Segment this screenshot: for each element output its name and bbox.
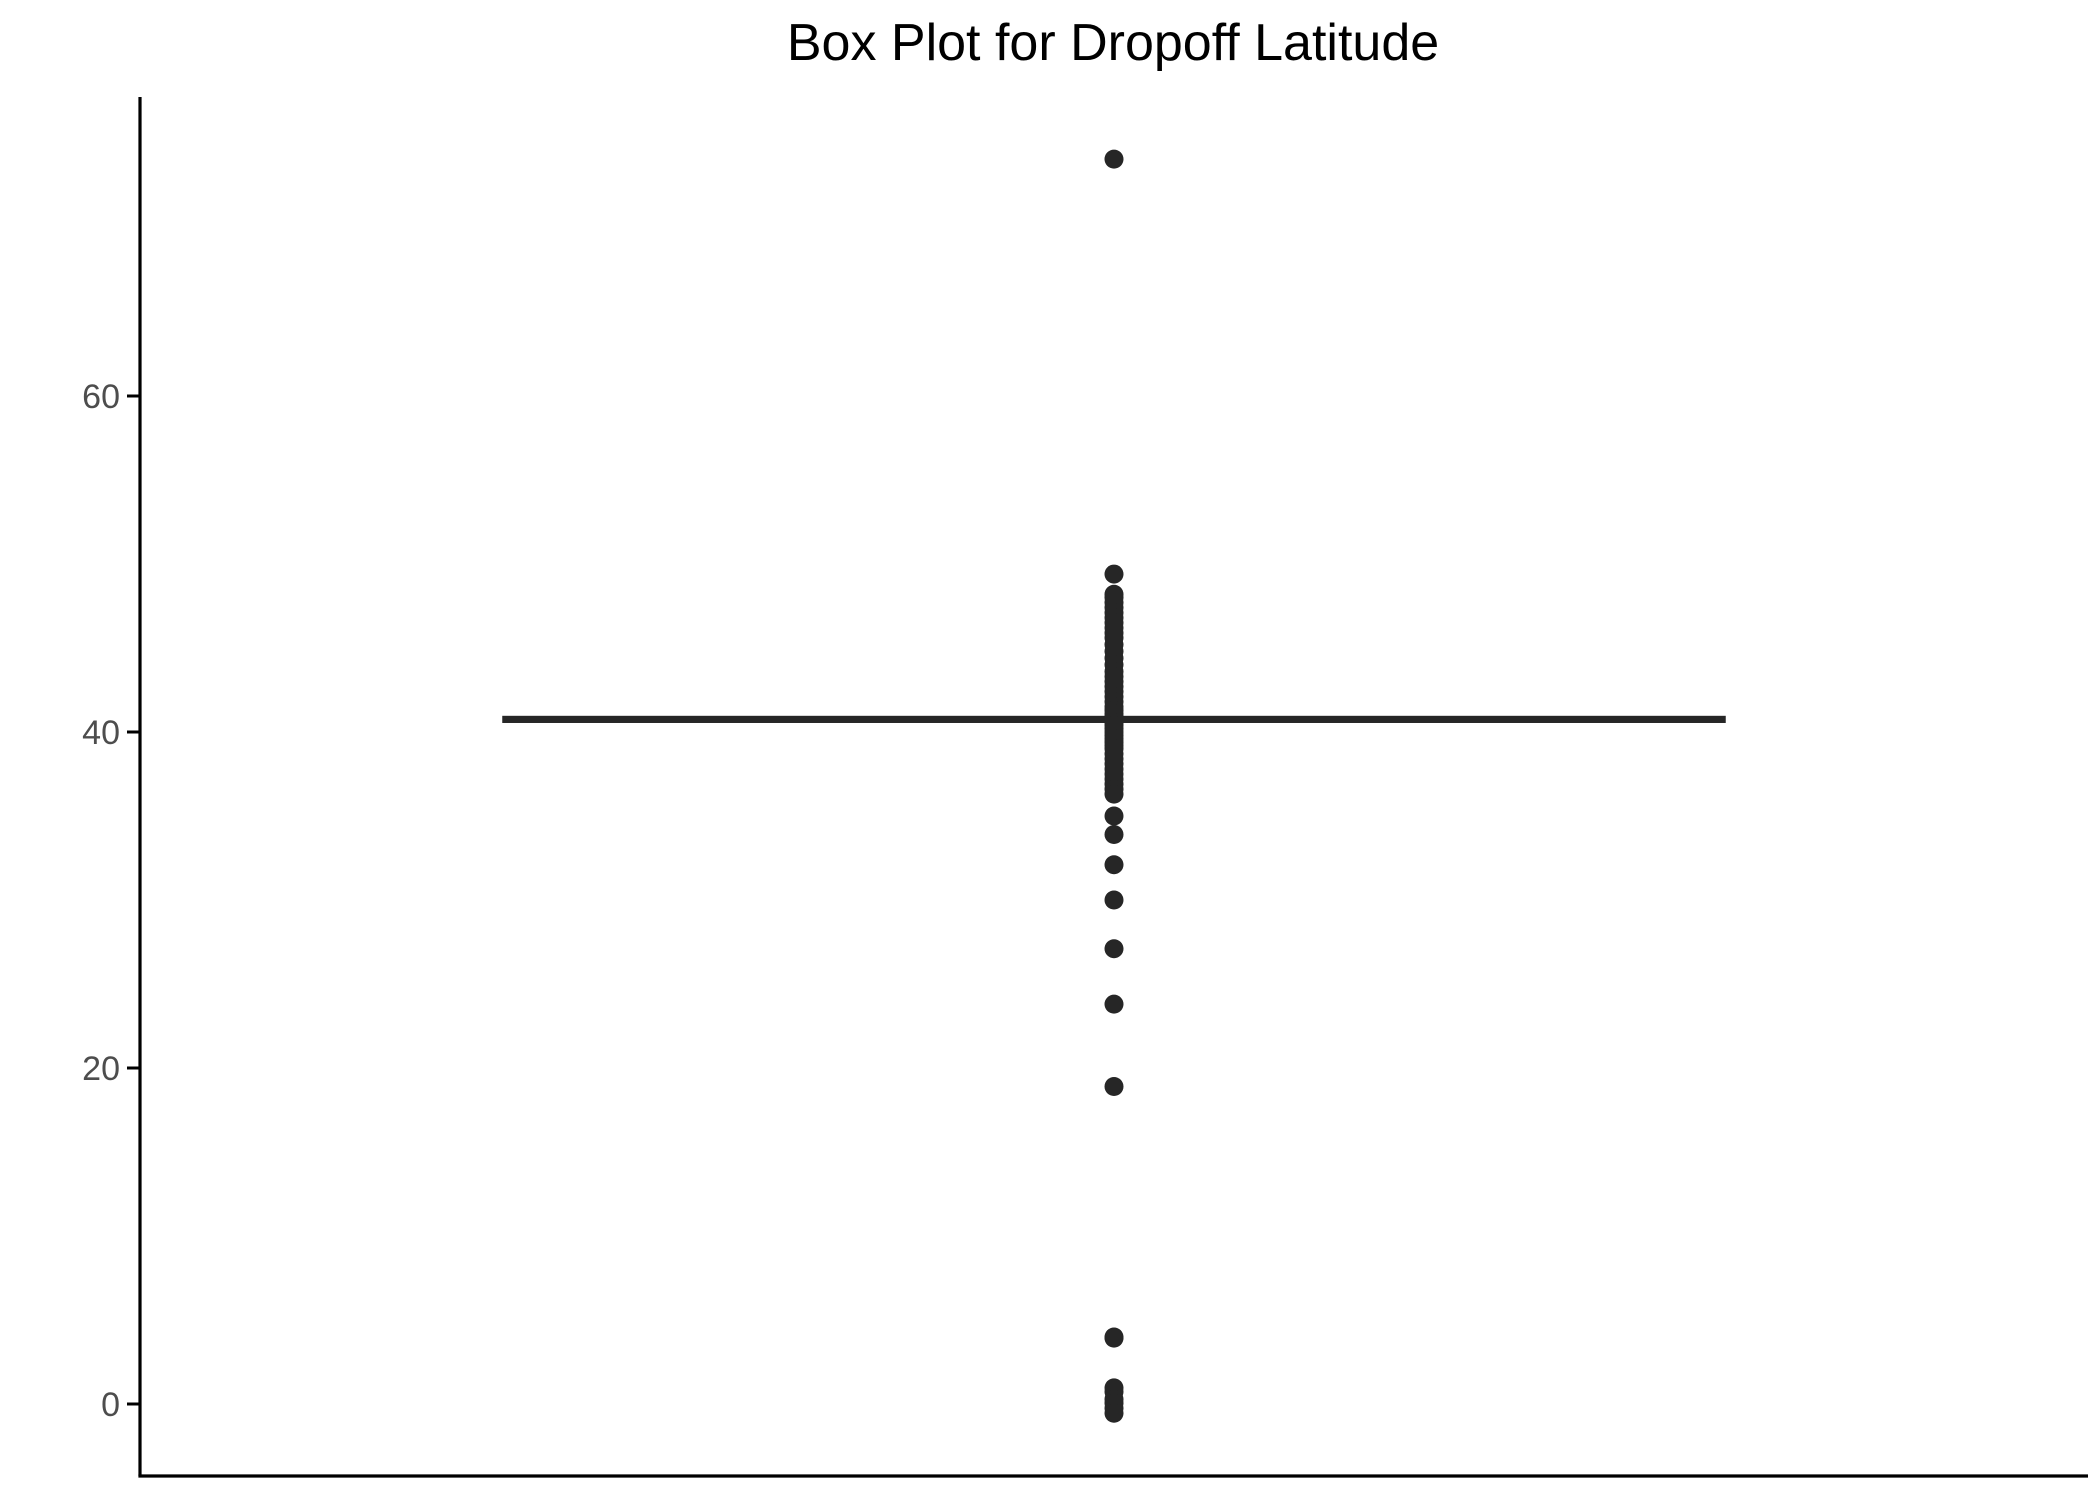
outlier-point-49 bbox=[1104, 939, 1124, 959]
outlier-point-44 bbox=[1104, 784, 1124, 804]
plot-area: 0 20 40 60 bbox=[82, 97, 2088, 1478]
outlier-point-47 bbox=[1104, 855, 1124, 875]
outlier-point-46 bbox=[1104, 824, 1124, 844]
outlier-point-59 bbox=[1104, 1403, 1124, 1423]
outlier-point-51 bbox=[1104, 1076, 1124, 1096]
y-tick-label-40: 40 bbox=[82, 714, 120, 752]
outlier-point-50 bbox=[1104, 994, 1124, 1014]
y-tick-label-60: 60 bbox=[82, 378, 120, 416]
outlier-point-0 bbox=[1104, 149, 1124, 169]
chart-title: Box Plot for Dropoff Latitude bbox=[787, 14, 1439, 72]
outlier-point-53 bbox=[1104, 1328, 1124, 1348]
y-tick-label-0: 0 bbox=[101, 1386, 120, 1424]
outlier-point-1 bbox=[1104, 564, 1124, 584]
outlier-point-48 bbox=[1104, 890, 1124, 910]
y-tick-label-20: 20 bbox=[82, 1050, 120, 1088]
outlier-point-45 bbox=[1104, 806, 1124, 826]
